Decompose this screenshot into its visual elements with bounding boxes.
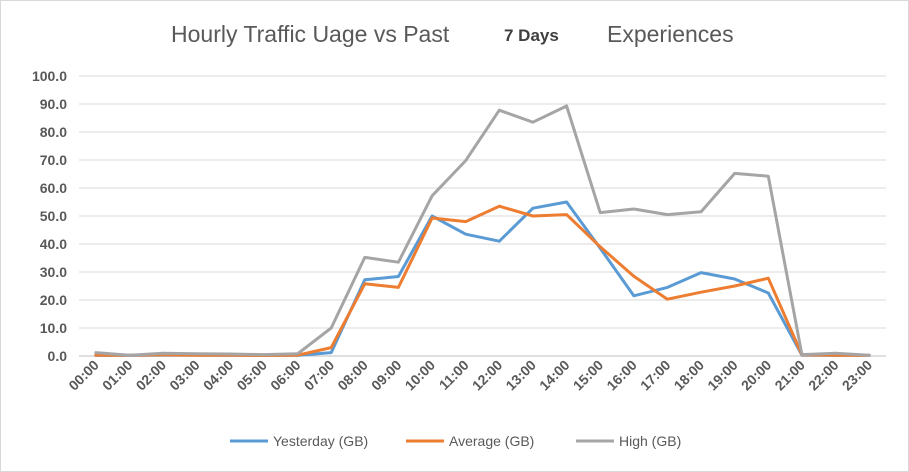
x-tick-label: 05:00 <box>233 357 270 394</box>
y-tick-label: 50.0 <box>40 208 67 224</box>
y-tick-label: 10.0 <box>40 320 67 336</box>
x-tick-label: 19:00 <box>704 357 741 394</box>
x-tick-label: 17:00 <box>637 357 674 394</box>
y-tick-label: 40.0 <box>40 236 67 252</box>
series-line-average <box>94 204 871 357</box>
x-tick-label: 12:00 <box>469 357 506 394</box>
x-tick-label: 04:00 <box>200 357 237 394</box>
x-tick-label: 03:00 <box>166 357 203 394</box>
x-tick-label: 18:00 <box>671 357 708 394</box>
legend-label: Yesterday (GB) <box>273 433 368 449</box>
legend-label: High (GB) <box>619 433 681 449</box>
x-tick-label: 10:00 <box>402 357 439 394</box>
y-tick-label: 80.0 <box>40 124 67 140</box>
x-tick-label: 06:00 <box>267 357 304 394</box>
y-tick-label: 60.0 <box>40 180 67 196</box>
series-line-high <box>94 104 871 357</box>
chart-title-part1: Hourly Traffic Uage vs Past <box>171 21 450 47</box>
x-tick-label: 07:00 <box>301 357 338 394</box>
series-line-yesterday <box>94 200 871 357</box>
x-tick-label: 13:00 <box>502 357 539 394</box>
x-tick-label: 20:00 <box>738 357 775 394</box>
x-tick-label: 08:00 <box>334 357 371 394</box>
y-tick-label: 90.0 <box>40 96 67 112</box>
y-tick-label: 100.0 <box>32 68 67 84</box>
y-tick-label: 70.0 <box>40 152 67 168</box>
y-tick-label: 20.0 <box>40 292 67 308</box>
x-tick-label: 00:00 <box>65 357 102 394</box>
x-tick-label: 22:00 <box>805 357 842 394</box>
x-tick-label: 15:00 <box>570 357 607 394</box>
x-tick-label: 09:00 <box>368 357 405 394</box>
y-tick-label: 30.0 <box>40 264 67 280</box>
x-tick-label: 14:00 <box>536 357 573 394</box>
x-tick-label: 01:00 <box>99 357 136 394</box>
y-tick-label: 0.0 <box>48 348 68 364</box>
legend-label: Average (GB) <box>449 433 534 449</box>
chart-title-part3: Experiences <box>607 21 734 47</box>
x-tick-label: 11:00 <box>436 357 472 393</box>
x-tick-label: 16:00 <box>603 357 640 394</box>
chart-title-part2: 7 Days <box>504 26 559 45</box>
x-tick-label: 21:00 <box>771 357 808 394</box>
x-tick-label: 02:00 <box>133 357 170 394</box>
x-tick-label: 23:00 <box>839 357 876 394</box>
